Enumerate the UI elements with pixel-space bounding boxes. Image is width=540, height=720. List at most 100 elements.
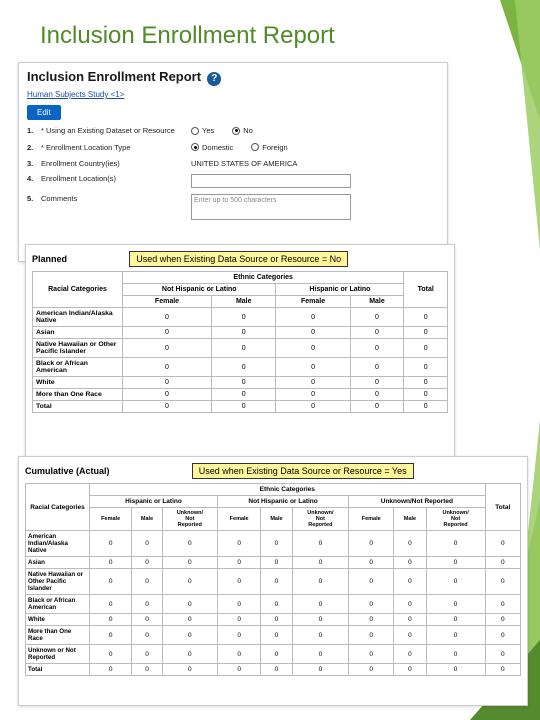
radio-dot-icon [232,127,240,135]
row-value: Yes No [191,126,439,137]
cell: 0 [276,377,350,389]
cell: 0 [404,389,448,401]
cell: 0 [404,401,448,413]
row-number: 5. [27,194,41,203]
cell: 0 [349,557,394,569]
cell: 0 [292,626,349,645]
table-row: Native Hawaiian or Other Pacific Islande… [26,569,521,595]
cell: 0 [217,531,260,557]
cell: 0 [426,626,485,645]
form-panel: Inclusion Enrollment Report ? Human Subj… [18,62,448,262]
form-row: 5.CommentsEnter up to 500 characters [27,194,439,220]
race-label: Black or African American [26,595,90,614]
cell: 0 [217,626,260,645]
row-value: Enter up to 500 characters [191,194,439,220]
race-label: American Indian/Alaska Native [26,531,90,557]
cell: 0 [394,626,426,645]
cell: 0 [394,595,426,614]
table-row: More than One Race00000 [33,389,448,401]
cell: 0 [90,614,132,626]
cell: 0 [404,377,448,389]
cell: 0 [276,401,350,413]
cell: 0 [211,327,276,339]
cell: 0 [132,614,162,626]
row-label: * Enrollment Location Type [41,143,191,152]
cell: 0 [394,664,426,676]
radio-label: Foreign [262,143,287,152]
table-row: Total0000000000 [26,664,521,676]
race-label: Native Hawaiian or Other Pacific Islande… [26,569,90,595]
row-value: Domestic Foreign [191,143,439,154]
cell: 0 [349,595,394,614]
table-row: American Indian/Alaska Native00000 [33,308,448,327]
radio-option[interactable]: No [232,126,253,135]
textarea-input[interactable]: Enter up to 500 characters [191,194,351,220]
cell: 0 [90,595,132,614]
slide-title: Inclusion Enrollment Report [40,22,335,50]
radio-option[interactable]: Foreign [251,143,287,152]
cell: 0 [261,614,292,626]
form-row: 3.Enrollment Country(ies)UNITED STATES O… [27,159,439,168]
cell: 0 [292,557,349,569]
cell: 0 [90,569,132,595]
radio-dot-icon [191,143,199,151]
planned-callout: Used when Existing Data Source or Resour… [129,251,348,267]
cell: 0 [261,645,292,664]
cell: 0 [261,569,292,595]
cell: 0 [426,531,485,557]
help-icon[interactable]: ? [207,72,221,86]
cell: 0 [132,626,162,645]
cell: 0 [261,531,292,557]
radio-label: Domestic [202,143,233,152]
text-input[interactable] [191,174,351,188]
cell: 0 [261,557,292,569]
cell: 0 [426,569,485,595]
race-label: Asian [26,557,90,569]
cell: 0 [217,569,260,595]
cell: 0 [211,339,276,358]
row-value [191,174,439,188]
cell: 0 [211,377,276,389]
cell: 0 [261,626,292,645]
planned-table: Racial CategoriesEthnic CategoriesTotalN… [32,271,448,413]
race-label: Asian [33,327,123,339]
race-label: Black or African American [33,358,123,377]
cell: 0 [90,664,132,676]
cell: 0 [292,664,349,676]
race-label: White [33,377,123,389]
cell: 0 [292,614,349,626]
cumulative-callout: Used when Existing Data Source or Resour… [192,463,414,479]
cell: 0 [276,327,350,339]
cell: 0 [349,569,394,595]
study-link[interactable]: Human Subjects Study <1> [27,90,439,99]
cell: 0 [123,327,212,339]
cell: 0 [162,664,217,676]
cell: 0 [292,645,349,664]
cell: 0 [485,595,520,614]
cell: 0 [90,626,132,645]
cell: 0 [261,595,292,614]
edit-button[interactable]: Edit [27,105,61,120]
row-label: Comments [41,194,191,203]
cell: 0 [217,595,260,614]
cell: 0 [394,614,426,626]
cell: 0 [349,531,394,557]
cumulative-heading: Cumulative (Actual) [25,466,110,476]
cell: 0 [123,401,212,413]
cell: 0 [132,645,162,664]
race-label: American Indian/Alaska Native [33,308,123,327]
radio-option[interactable]: Yes [191,126,214,135]
race-label: More than One Race [33,389,123,401]
cell: 0 [485,569,520,595]
cell: 0 [394,557,426,569]
cell: 0 [162,595,217,614]
table-row: Black or African American00000 [33,358,448,377]
cell: 0 [350,377,404,389]
cell: 0 [485,557,520,569]
race-label: Total [33,401,123,413]
cell: 0 [485,664,520,676]
row-label: * Using an Existing Dataset or Resource [41,126,191,135]
radio-option[interactable]: Domestic [191,143,233,152]
radio-dot-icon [251,143,259,151]
table-row: Black or African American0000000000 [26,595,521,614]
